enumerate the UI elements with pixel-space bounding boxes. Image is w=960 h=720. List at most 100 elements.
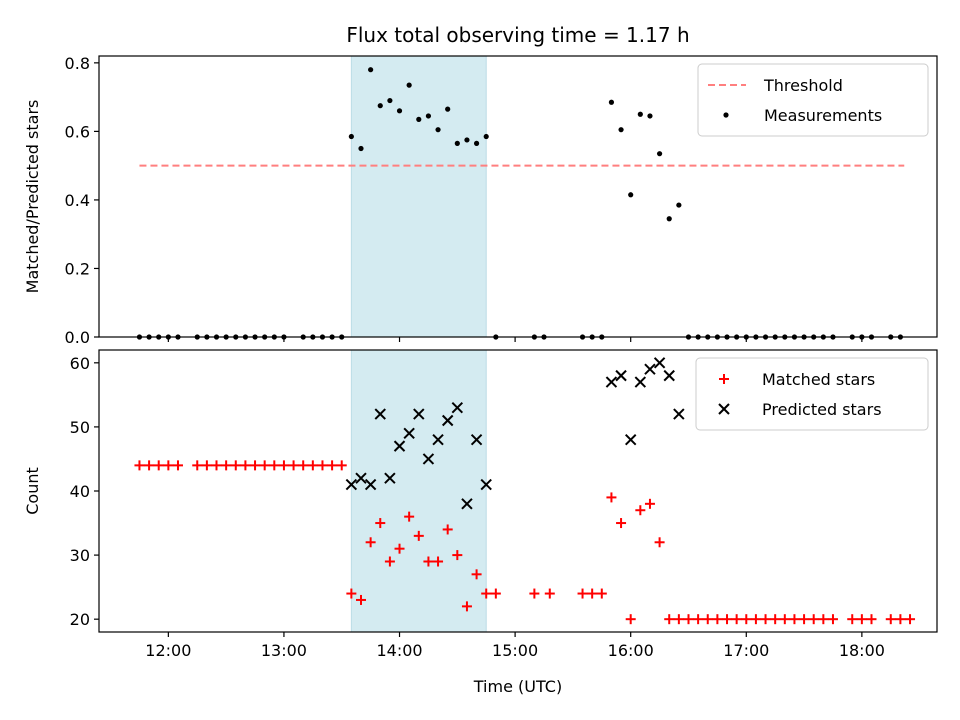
data-point <box>799 614 810 625</box>
y-tick-label: 20 <box>70 610 90 629</box>
legend-entry: Matched stars <box>719 370 875 389</box>
data-point <box>808 614 819 625</box>
x-tick-label: 16:00 <box>608 641 654 660</box>
data-point <box>606 492 617 503</box>
data-point <box>741 614 752 625</box>
x-tick-label: 14:00 <box>376 641 422 660</box>
data-point <box>432 434 444 446</box>
data-point <box>666 216 672 222</box>
data-point <box>760 614 771 625</box>
data-point <box>221 460 232 471</box>
x-tick-label: 15:00 <box>492 641 538 660</box>
data-point <box>605 376 618 388</box>
data-point <box>435 127 441 133</box>
data-point <box>134 460 145 471</box>
x-tick-label: 12:00 <box>145 641 191 660</box>
data-point <box>616 518 627 529</box>
data-point <box>712 614 723 625</box>
data-point <box>346 588 357 599</box>
data-point <box>770 614 781 625</box>
data-point <box>192 460 203 471</box>
data-point <box>425 113 432 119</box>
data-point <box>201 460 212 471</box>
data-point <box>355 594 366 605</box>
data-point <box>368 67 374 73</box>
data-point <box>827 614 838 625</box>
data-point <box>663 369 675 382</box>
data-point <box>336 460 347 471</box>
data-point <box>307 460 318 471</box>
data-point <box>365 537 376 548</box>
data-point <box>441 414 454 427</box>
data-point <box>406 82 412 88</box>
data-point <box>544 588 555 599</box>
data-point <box>416 116 422 122</box>
data-point <box>789 614 800 625</box>
series-predicted-stars <box>345 357 685 510</box>
legend-label: Predicted stars <box>762 400 882 419</box>
data-point <box>693 614 704 625</box>
data-point <box>387 97 393 104</box>
data-point <box>269 460 280 471</box>
data-point <box>433 556 444 567</box>
legend-x-swatch <box>718 403 730 415</box>
x-tick-label: 17:00 <box>723 641 769 660</box>
data-point <box>779 614 790 625</box>
data-point <box>637 111 643 117</box>
data-point <box>490 588 501 599</box>
data-point <box>654 537 665 548</box>
data-point <box>615 369 627 382</box>
data-point <box>348 133 354 140</box>
data-point <box>278 460 289 471</box>
legend-label: Measurements <box>764 106 882 125</box>
data-point <box>413 408 425 420</box>
data-point <box>345 478 358 491</box>
data-point <box>452 550 463 561</box>
data-point <box>683 614 694 625</box>
y-tick-label: 40 <box>70 482 90 501</box>
data-point <box>856 614 867 625</box>
data-point <box>423 556 434 567</box>
data-point <box>647 113 653 119</box>
data-point <box>885 614 896 625</box>
data-point <box>445 106 451 112</box>
y-axis-label: Matched/Predicted stars <box>23 100 42 294</box>
data-point <box>394 543 405 554</box>
data-point <box>384 556 395 567</box>
legend-label: Threshold <box>763 76 843 95</box>
data-point <box>461 498 473 510</box>
data-point <box>470 434 483 446</box>
data-point <box>866 614 877 625</box>
data-point <box>144 460 155 471</box>
data-point <box>618 127 624 133</box>
data-point <box>375 518 386 529</box>
data-point <box>393 440 406 452</box>
data-point <box>656 151 663 157</box>
data-point <box>673 408 685 420</box>
data-point <box>644 363 656 375</box>
data-point <box>664 614 675 625</box>
y-tick-label: 0.2 <box>65 259 90 278</box>
data-point <box>628 192 634 198</box>
data-point <box>396 108 403 114</box>
x-tick-label: 13:00 <box>261 641 307 660</box>
data-point <box>384 472 396 484</box>
data-point <box>355 472 367 484</box>
data-point <box>635 505 646 516</box>
data-point <box>298 460 309 471</box>
y-tick-label: 0.6 <box>65 122 90 141</box>
data-point <box>473 140 480 146</box>
data-point <box>483 133 489 140</box>
data-point <box>634 376 647 388</box>
data-point <box>731 614 742 625</box>
data-point <box>644 498 655 509</box>
data-point <box>374 408 386 420</box>
data-point <box>451 401 464 414</box>
axes-frame <box>98 55 938 338</box>
data-point <box>625 614 636 625</box>
top-panel: 0.0 0.2 0.4 0.6 0.8 Matched/Predicted stars Th… <box>23 54 938 347</box>
data-point <box>702 614 713 625</box>
observing-window-span <box>350 55 487 338</box>
data-point <box>722 614 733 625</box>
